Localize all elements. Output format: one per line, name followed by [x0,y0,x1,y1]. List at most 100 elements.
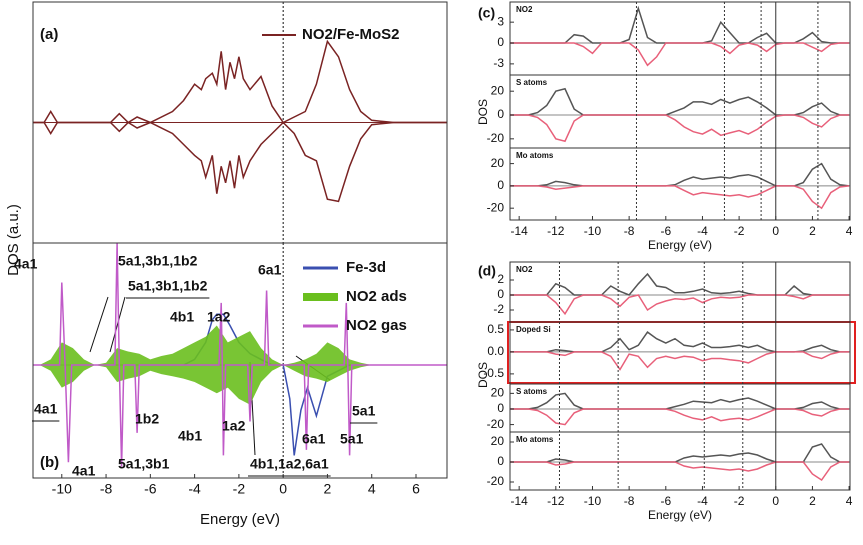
y-axis-label: DOS (a.u.) [5,204,22,276]
annotation: 5a1 [340,431,364,447]
subpanel-label: Mo atoms [516,151,554,160]
x-axis-label: Energy (eV) [648,238,712,252]
legend-label: NO2 gas [346,317,407,334]
y-tick-label: -20 [487,200,505,214]
panel-label: (c) [478,5,495,21]
area [39,325,439,366]
y-tick-label: 0.5 [487,322,504,336]
y-tick-label: 0 [497,35,504,49]
x-tick-label: 4 [846,494,853,508]
panel-label: (d) [478,263,496,279]
y-tick-label: -3 [493,56,504,70]
x-tick-label: -4 [697,224,708,238]
legend-label: Fe-3d [346,259,386,276]
panel-label: (b) [40,454,59,471]
y-tick-label: 0 [497,287,504,301]
panel-frame [509,147,851,221]
annotation: 4a1 [34,401,58,417]
line [510,392,850,410]
line [33,39,447,124]
annotation: 5a1,3b1,1b2 [128,278,208,294]
x-tick-label: -8 [624,224,635,238]
x-tick-label: 4 [846,224,853,238]
x-tick-label: -6 [144,481,157,497]
x-tick-label: -4 [697,494,708,508]
panel-frame [509,321,851,385]
y-tick-label: 20 [491,386,505,400]
annotation: 5a1 [352,403,376,419]
legend-label: NO2 ads [346,288,407,305]
annotation: 6a1 [302,431,326,447]
annotation: 5a1,3b1,1b2 [118,253,198,269]
line [510,5,850,44]
line [510,408,850,426]
line [510,294,850,316]
annotation: 1a2 [222,418,246,434]
x-tick-label: -2 [233,481,246,497]
x-tick-label: 4 [368,481,376,497]
annotation: 1b2 [135,411,159,427]
x-tick-label: 0 [279,481,287,497]
y-tick-label: 2 [497,272,504,286]
x-tick-label: -2 [734,494,745,508]
y-tick-label: 0 [497,401,504,415]
line [510,162,850,187]
x-tick-label: -2 [734,224,745,238]
subpanel-label: S atoms [516,78,548,87]
panel-frame [509,261,851,323]
x-tick-label: -10 [584,224,602,238]
x-tick-label: -14 [510,224,528,238]
y-tick-label: -0.5 [483,366,504,380]
line [510,272,850,296]
y-tick-label: 0 [497,454,504,468]
arrow [89,296,109,353]
x-tick-label: -8 [624,494,635,508]
annotation: 4a1 [14,256,38,272]
arrow [109,296,126,353]
x-tick-label: -14 [510,494,528,508]
y-tick-label: 20 [491,156,505,170]
subpanel-label: NO2 [516,5,533,14]
y-axis-label: DOS [476,99,490,125]
area [39,365,439,405]
y-tick-label: 0.0 [487,344,504,358]
x-tick-label: 0 [772,224,779,238]
annotation: 4b1,1a2,6a1 [250,456,329,472]
x-axis-label: Energy (eV) [200,511,280,528]
line [33,121,447,203]
line [510,114,850,143]
y-tick-label: -20 [487,131,505,145]
y-tick-label: -20 [487,417,505,431]
y-tick-label: -2 [493,302,504,316]
line [510,461,850,482]
y-tick-label: 20 [491,434,505,448]
x-tick-label: 0 [772,494,779,508]
subpanel-label: Mo atoms [516,435,554,444]
x-axis-label: Energy (eV) [648,508,712,522]
panel-frame [509,74,851,149]
line [510,87,850,116]
annotation: 4a1 [72,463,96,479]
annotation: 4b1 [178,428,202,444]
y-tick-label: 0 [497,107,504,121]
x-tick-label: 6 [412,481,420,497]
line [510,185,850,210]
x-tick-label: 2 [809,494,816,508]
line [510,331,850,353]
panel-label: (a) [40,26,58,43]
panel-frame [509,1,851,76]
y-tick-label: -20 [487,474,505,488]
x-tick-label: -4 [188,481,201,497]
y-tick-label: 20 [491,83,505,97]
x-tick-label: -6 [660,224,671,238]
legend-label: NO2/Fe-MoS2 [302,26,400,43]
x-tick-label: -10 [52,481,72,497]
line [510,443,850,463]
panel-frame [32,242,448,479]
x-tick-label: -6 [660,494,671,508]
x-tick-label: -10 [584,494,602,508]
x-tick-label: -8 [100,481,113,497]
y-tick-label: 3 [497,14,504,28]
x-tick-label: -12 [547,494,565,508]
line [510,42,850,67]
